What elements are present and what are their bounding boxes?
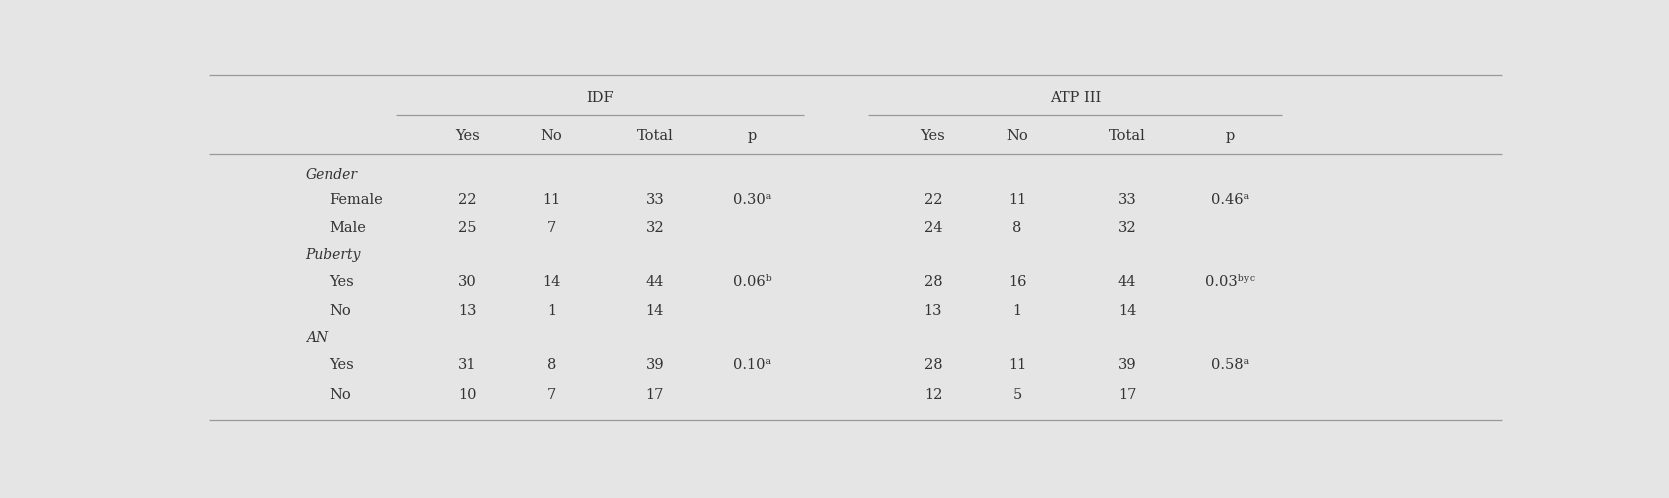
Text: No: No	[1006, 129, 1028, 143]
Text: Puberty: Puberty	[305, 249, 361, 262]
Text: 32: 32	[646, 222, 664, 236]
Text: Yes: Yes	[329, 358, 354, 372]
Text: 14: 14	[1118, 304, 1137, 318]
Text: 33: 33	[646, 193, 664, 207]
Text: ATP III: ATP III	[1050, 91, 1102, 105]
Text: 13: 13	[923, 304, 943, 318]
Text: 5: 5	[1013, 388, 1021, 402]
Text: 8: 8	[547, 358, 556, 372]
Text: 8: 8	[1013, 222, 1021, 236]
Text: 22: 22	[457, 193, 477, 207]
Text: 13: 13	[457, 304, 477, 318]
Text: 32: 32	[1118, 222, 1137, 236]
Text: 16: 16	[1008, 275, 1026, 289]
Text: 0.03ᵇʸᶜ: 0.03ᵇʸᶜ	[1205, 275, 1255, 289]
Text: 7: 7	[547, 222, 556, 236]
Text: 11: 11	[542, 193, 561, 207]
Text: 44: 44	[646, 275, 664, 289]
Text: 0.06ᵇ: 0.06ᵇ	[733, 275, 771, 289]
Text: Yes: Yes	[329, 275, 354, 289]
Text: 24: 24	[923, 222, 943, 236]
Text: 44: 44	[1118, 275, 1137, 289]
Text: 39: 39	[646, 358, 664, 372]
Text: Yes: Yes	[921, 129, 945, 143]
Text: 0.30ᵃ: 0.30ᵃ	[733, 193, 771, 207]
Text: Total: Total	[1108, 129, 1145, 143]
Text: No: No	[329, 304, 350, 318]
Text: 33: 33	[1118, 193, 1137, 207]
Text: Female: Female	[329, 193, 382, 207]
Text: 1: 1	[547, 304, 556, 318]
Text: 30: 30	[457, 275, 477, 289]
Text: 0.58ᵃ: 0.58ᵃ	[1212, 358, 1250, 372]
Text: 25: 25	[457, 222, 477, 236]
Text: No: No	[329, 388, 350, 402]
Text: 0.10ᵃ: 0.10ᵃ	[733, 358, 771, 372]
Text: 39: 39	[1118, 358, 1137, 372]
Text: 28: 28	[923, 358, 943, 372]
Text: 31: 31	[457, 358, 477, 372]
Text: 11: 11	[1008, 193, 1026, 207]
Text: AN: AN	[305, 331, 327, 345]
Text: Gender: Gender	[305, 168, 357, 182]
Text: 14: 14	[542, 275, 561, 289]
Text: IDF: IDF	[586, 91, 614, 105]
Text: 1: 1	[1013, 304, 1021, 318]
Text: 28: 28	[923, 275, 943, 289]
Text: 17: 17	[646, 388, 664, 402]
Text: 17: 17	[1118, 388, 1137, 402]
Text: Total: Total	[636, 129, 673, 143]
Text: 22: 22	[923, 193, 943, 207]
Text: Male: Male	[329, 222, 366, 236]
Text: 10: 10	[457, 388, 477, 402]
Text: p: p	[1225, 129, 1235, 143]
Text: p: p	[748, 129, 756, 143]
Text: 0.46ᵃ: 0.46ᵃ	[1212, 193, 1250, 207]
Text: 7: 7	[547, 388, 556, 402]
Text: Yes: Yes	[456, 129, 479, 143]
Text: No: No	[541, 129, 562, 143]
Text: 12: 12	[923, 388, 943, 402]
Text: 11: 11	[1008, 358, 1026, 372]
Text: 14: 14	[646, 304, 664, 318]
